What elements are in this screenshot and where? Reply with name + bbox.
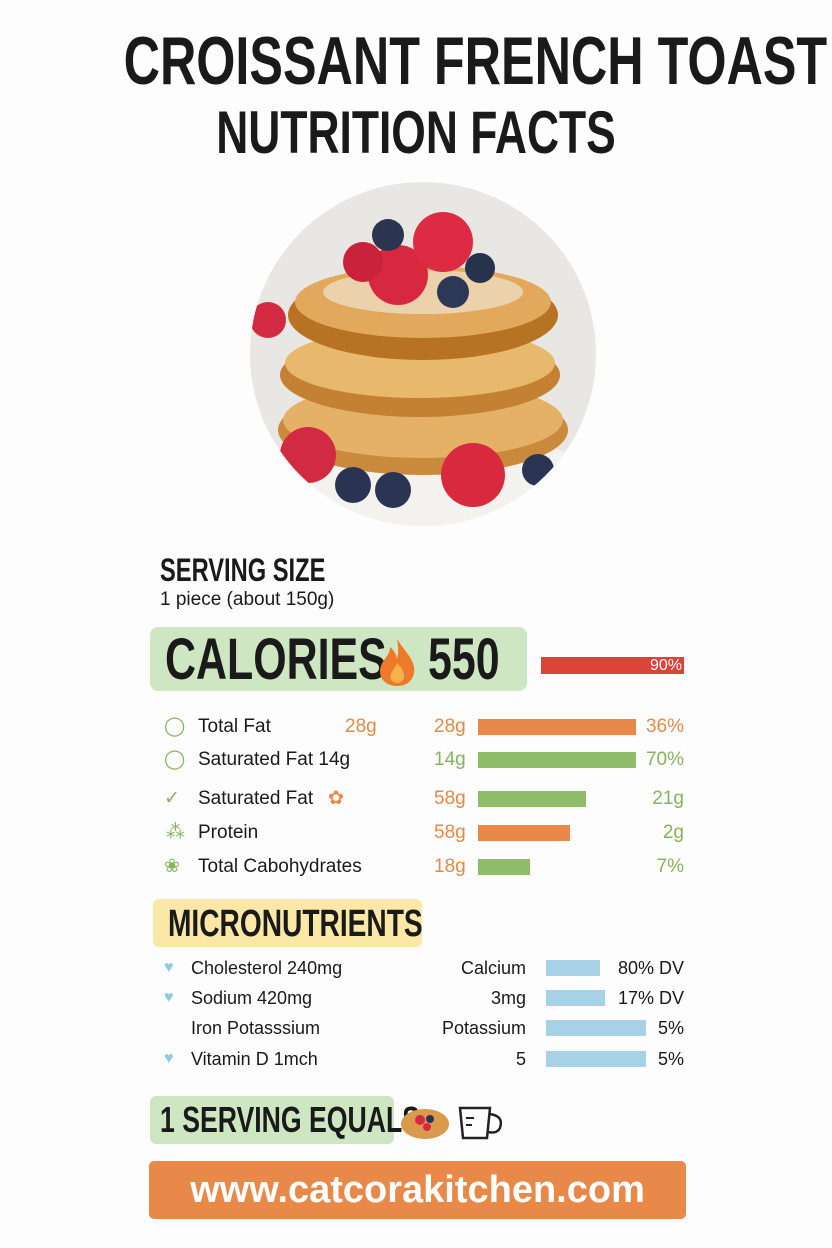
serving-equals: 1 SERVING EQUALS — [160, 1099, 421, 1140]
serving-equals-box — [150, 1096, 394, 1144]
nutrient-row: ◯ Saturated Fat 14g 14g 70% — [160, 745, 700, 775]
title-wrap: CROISSANT FRENCH TOAST — [0, 22, 832, 100]
nutrient-percent: 70% — [645, 749, 684, 770]
nutrient-value: 28g — [434, 716, 466, 737]
micro-name: Iron Potasssium — [191, 1018, 321, 1038]
micro-dv: 5% — [657, 1049, 684, 1069]
nutrient-bar — [478, 791, 586, 807]
subtitle-wrap: NUTRITION FACTS — [0, 98, 832, 167]
micronutrients-title: MICRONUTRIENTS — [168, 903, 423, 945]
icon: ♥ — [164, 1050, 174, 1067]
micro-item: Calcium — [460, 958, 526, 978]
micro-name: Sodium 420mg — [191, 988, 313, 1008]
nutrient-name: Total Cabohydrates — [198, 856, 362, 877]
micro-item: Potassium — [441, 1018, 526, 1038]
subtitle: NUTRITION FACTS — [216, 99, 616, 166]
icon: ❀ — [164, 856, 180, 877]
micro-row: ♥ Sodium 420mg 3mg 17% DV — [160, 984, 700, 1012]
micro-bar — [546, 990, 605, 1006]
icon: ✓ — [164, 788, 180, 809]
calories-bar — [541, 657, 684, 674]
nutrient-amount: 28g — [345, 716, 377, 737]
icon: ⁂ — [166, 822, 185, 843]
nutrient-value: 14g — [434, 749, 466, 770]
nutrient-name: Total Fat — [198, 716, 271, 737]
website-box[interactable] — [149, 1161, 686, 1219]
micro-dv: 5% — [657, 1018, 684, 1038]
nutrient-row: ◯ Total Fat 28g 28g 36% — [160, 712, 700, 742]
nutrient-bar — [478, 752, 636, 768]
nutrient-row: ⁂ Protein 58g 2g — [160, 818, 700, 848]
nutrient-bar — [478, 825, 570, 841]
micro-name: Vitamin D 1mch — [191, 1049, 318, 1069]
nutrient-name: Protein — [198, 822, 259, 843]
micro-bar — [546, 960, 600, 976]
nutrient-percent: 2g — [662, 822, 684, 843]
micro-dv: 17% DV — [617, 988, 684, 1008]
calories-label: CALORIES — [165, 627, 387, 692]
calories-box — [150, 627, 527, 691]
micro-item: 3mg — [490, 988, 526, 1008]
nutrient-value: 18g — [434, 856, 466, 877]
icon: ✿ — [328, 788, 344, 809]
nutrient-name: Saturated Fat 14g — [198, 749, 351, 770]
calories-percent: 90% — [649, 657, 682, 674]
title: CROISSANT FRENCH TOAST — [123, 23, 828, 99]
micronutrients-box — [153, 899, 422, 947]
micro-row: ♥ Vitamin D 1mch 5 5% — [160, 1045, 700, 1073]
nutrient-percent: 7% — [656, 856, 684, 877]
icon: ◯ — [164, 716, 186, 737]
micro-name: Cholesterol 240mg — [191, 958, 343, 978]
calories-value: 550 — [428, 627, 500, 692]
micro-row: ♥ Cholesterol 240mg Calcium 80% DV — [160, 954, 700, 982]
icon: ◯ — [164, 749, 186, 770]
icon: ♥ — [164, 989, 174, 1006]
flame-icon — [380, 639, 415, 686]
nutrient-percent: 21g — [652, 788, 684, 809]
serving-icons — [401, 1106, 503, 1140]
micro-bar — [546, 1020, 646, 1036]
serving-value: 1 piece (about 150g) — [160, 589, 335, 610]
website-link[interactable]: www.catcorakitchen.com — [190, 1169, 645, 1211]
nutrient-value: 58g — [434, 788, 466, 809]
nutrient-row: ✓ Saturated Fat ✿ 58g 21g — [160, 784, 700, 814]
serving-label: SERVING SIZE — [160, 552, 326, 588]
nutrient-percent: 36% — [645, 716, 684, 737]
food-photo — [250, 182, 596, 526]
nutrient-bar — [478, 719, 636, 735]
micro-row: Iron Potasssium Potassium 5% — [160, 1014, 700, 1042]
nutrient-name: Saturated Fat — [198, 788, 314, 809]
micro-item: 5 — [515, 1049, 526, 1069]
nutrient-value: 58g — [434, 822, 466, 843]
nutrient-row: ❀ Total Cabohydrates 18g 7% — [160, 852, 700, 882]
icon: ♥ — [164, 959, 174, 976]
micro-bar — [546, 1051, 646, 1067]
micro-dv: 80% DV — [617, 958, 684, 978]
nutrient-bar — [478, 859, 530, 875]
